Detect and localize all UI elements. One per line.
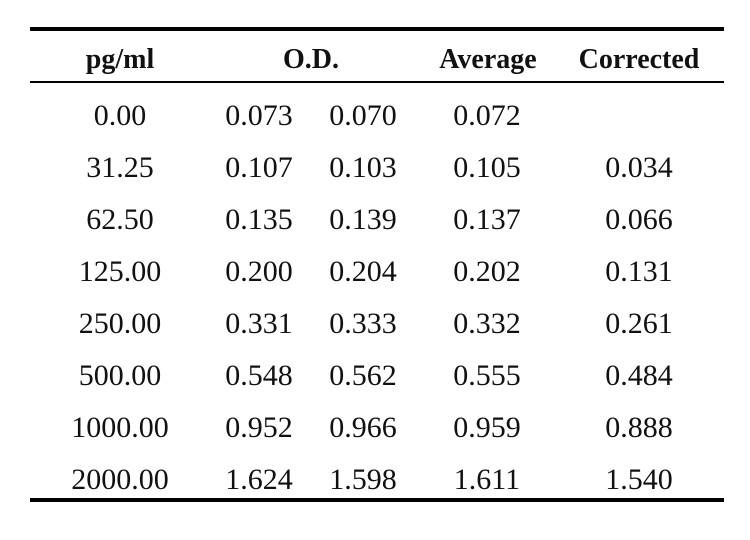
cell-average: 0.555 [453, 359, 521, 392]
cell-average: 1.611 [453, 463, 521, 496]
cell-corrected: 1.540 [605, 463, 673, 496]
cell-corrected: 0.261 [605, 307, 673, 340]
table-row: 0.00 0.073 0.070 0.072 [0, 90, 750, 142]
table-row: 2000.00 1.624 1.598 1.611 1.540 [0, 454, 750, 506]
cell-average: 0.332 [453, 307, 521, 340]
cell-corrected [592, 90, 686, 142]
table-row: 250.00 0.331 0.333 0.332 0.261 [0, 298, 750, 350]
cell-concentration: 62.50 [86, 203, 154, 236]
cell-od1: 0.073 [225, 99, 293, 132]
cell-average: 0.105 [453, 151, 521, 184]
cell-od2: 0.966 [329, 411, 397, 444]
cell-od1: 0.107 [225, 151, 293, 184]
header-od: O.D. [283, 44, 339, 75]
cell-od1: 0.135 [225, 203, 293, 236]
cell-od2: 0.070 [329, 99, 397, 132]
cell-corrected: 0.484 [605, 359, 673, 392]
cell-od2: 0.139 [329, 203, 397, 236]
cell-od2: 1.598 [329, 463, 397, 496]
cell-od1: 0.331 [225, 307, 293, 340]
table-row: 500.00 0.548 0.562 0.555 0.484 [0, 350, 750, 402]
cell-average: 0.202 [453, 255, 521, 288]
top-rule [30, 27, 724, 31]
cell-concentration: 125.00 [78, 255, 162, 288]
cell-od2: 0.103 [329, 151, 397, 184]
table-row: 1000.00 0.952 0.966 0.959 0.888 [0, 402, 750, 454]
table-row: 31.25 0.107 0.103 0.105 0.034 [0, 142, 750, 194]
cell-concentration: 1000.00 [71, 411, 169, 444]
cell-average: 0.072 [453, 99, 521, 132]
cell-average: 0.137 [453, 203, 521, 236]
table-row: 62.50 0.135 0.139 0.137 0.066 [0, 194, 750, 246]
header-concentration: pg/ml [85, 44, 155, 75]
cell-concentration: 500.00 [78, 359, 162, 392]
cell-corrected: 0.034 [605, 151, 673, 184]
cell-od2: 0.562 [329, 359, 397, 392]
table-row: 125.00 0.200 0.204 0.202 0.131 [0, 246, 750, 298]
cell-concentration: 2000.00 [71, 463, 169, 496]
cell-od1: 1.624 [225, 463, 293, 496]
cell-corrected: 0.888 [605, 411, 673, 444]
bottom-rule [30, 498, 724, 502]
cell-od2: 0.333 [329, 307, 397, 340]
cell-od1: 0.952 [225, 411, 293, 444]
cell-concentration: 0.00 [93, 99, 147, 132]
cell-concentration: 31.25 [86, 151, 154, 184]
header-rule [30, 81, 724, 83]
cell-concentration: 250.00 [78, 307, 162, 340]
cell-average: 0.959 [453, 411, 521, 444]
cell-od1: 0.548 [225, 359, 293, 392]
cell-corrected: 0.131 [605, 255, 673, 288]
header-corrected: Corrected [578, 44, 700, 75]
header-average: Average [439, 44, 537, 75]
cell-od2: 0.204 [329, 255, 397, 288]
cell-corrected: 0.066 [605, 203, 673, 236]
cell-od1: 0.200 [225, 255, 293, 288]
